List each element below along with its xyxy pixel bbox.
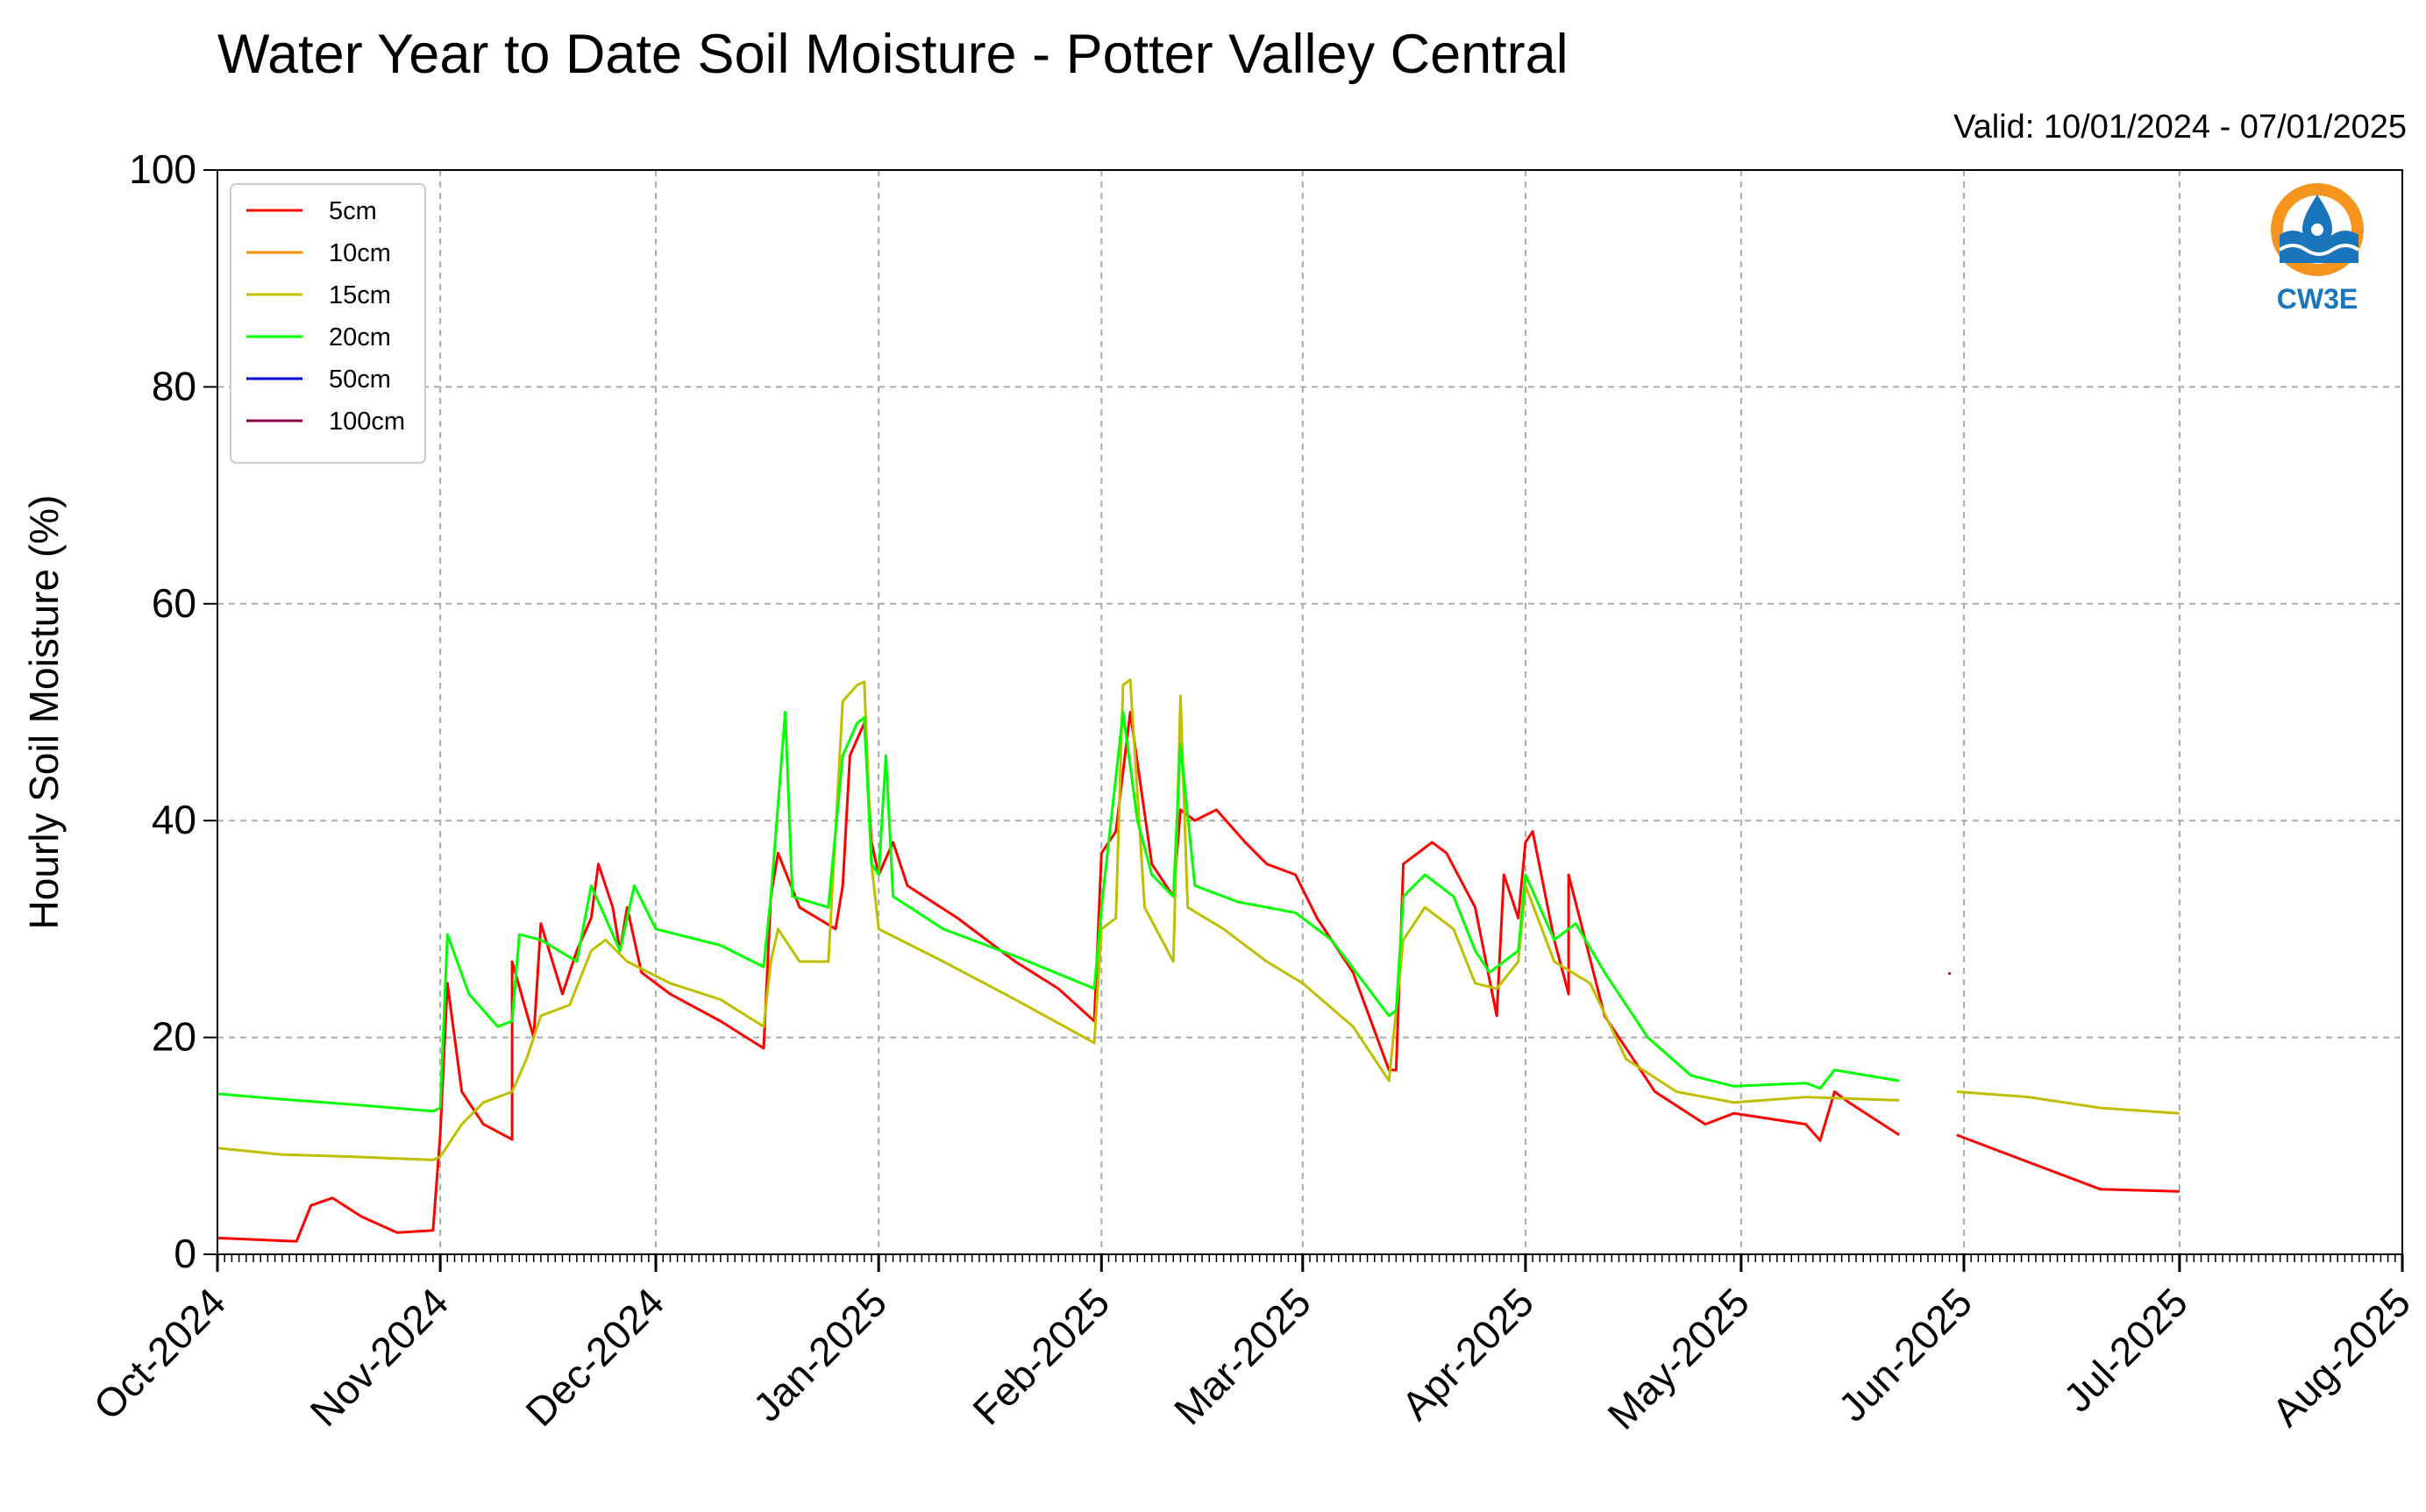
legend-label: 10cm (329, 239, 391, 267)
cw3e-logo: CW3E (2271, 183, 2364, 315)
x-tick-label: Feb-2025 (964, 1279, 1118, 1433)
x-tick-label: Jul-2025 (2054, 1279, 2196, 1421)
plot-frame (217, 169, 2403, 1255)
series-line-5cm (217, 711, 2180, 1243)
x-tick-label: Oct-2024 (85, 1279, 235, 1429)
x-tick-label: Dec-2024 (516, 1279, 672, 1435)
series-line-20cm (217, 711, 1900, 1113)
x-tick-label: Nov-2024 (301, 1279, 457, 1435)
y-tick-label: 100 (129, 146, 196, 192)
legend-label: 5cm (329, 197, 377, 225)
y-tick-label: 60 (152, 580, 196, 626)
x-tick-label: Jan-2025 (744, 1279, 895, 1430)
legend-label: 50cm (329, 366, 391, 394)
legend-label: 15cm (329, 281, 391, 309)
y-tick-label: 40 (152, 797, 196, 842)
y-tick-label: 0 (174, 1231, 196, 1276)
y-tick-label: 80 (152, 363, 196, 408)
series-layer (217, 678, 2181, 1243)
x-tick-label: Jun-2025 (1830, 1279, 1981, 1430)
legend-label: 100cm (329, 408, 405, 436)
axis-layer: 0 20 40 60 80 100 Oct-2024 Nov-2024 Dec-2024 Jan-… (85, 146, 2420, 1438)
chart-title: Water Year to Date Soil Moisture - Potte… (217, 24, 1569, 85)
y-axis-label: Hourly Soil Moisture (%) (21, 495, 67, 930)
x-tick-label: May-2025 (1598, 1279, 1757, 1437)
x-tick-label: Mar-2025 (1165, 1279, 1320, 1433)
cw3e-logo-text: CW3E (2277, 283, 2358, 315)
y-tick-label: 20 (152, 1014, 196, 1060)
grid-layer (217, 170, 2402, 1254)
legend: 5cm 10cm 15cm 20cm 50cm 100cm (230, 183, 426, 464)
series-line-15cm (217, 678, 2181, 1161)
legend-label: 20cm (329, 323, 391, 351)
valid-date-range: Valid: 10/01/2024 - 07/01/2025 (1953, 109, 2407, 146)
x-tick-label: Apr-2025 (1392, 1279, 1542, 1429)
x-tick-label: Aug-2025 (2263, 1279, 2419, 1435)
